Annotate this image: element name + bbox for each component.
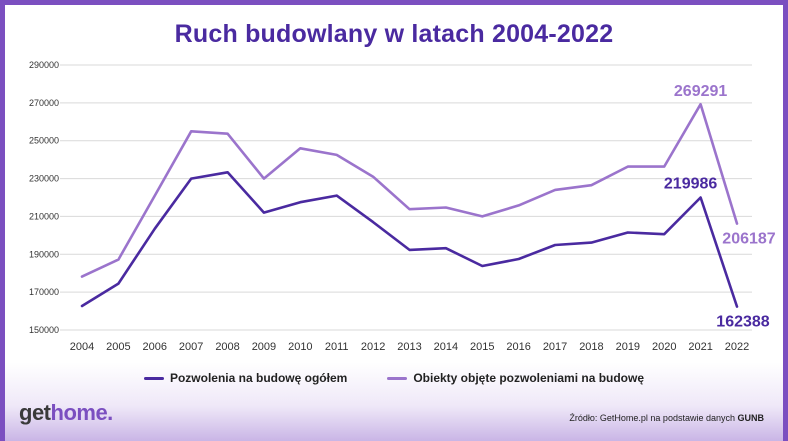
y-tick-label: 250000 bbox=[29, 136, 59, 146]
x-tick-label: 2021 bbox=[688, 341, 712, 353]
data-label: 206187 bbox=[722, 231, 775, 248]
legend-label-series-2: Obiekty objęte pozwoleniami na budowę bbox=[413, 371, 645, 385]
y-tick-label: 270000 bbox=[29, 98, 59, 108]
x-tick-label: 2010 bbox=[288, 341, 312, 353]
series-line-1 bbox=[80, 171, 739, 308]
x-tick-label: 2008 bbox=[215, 341, 239, 353]
x-tick-label: 2013 bbox=[397, 341, 421, 353]
legend-item-series-1: Pozwolenia na budowę ogółem bbox=[143, 371, 348, 385]
x-tick-label: 2020 bbox=[652, 341, 676, 353]
legend: Pozwolenia na budowę ogółem Obiekty obję… bbox=[0, 371, 788, 385]
legend-item-series-2: Obiekty objęte pozwoleniami na budowę bbox=[387, 371, 644, 385]
x-tick-label: 2004 bbox=[70, 341, 94, 353]
gethome-logo: gethome. bbox=[19, 400, 113, 426]
source-prefix: Źródło: GetHome.pl na podstawie danych bbox=[569, 413, 735, 423]
source-bold: GUNB bbox=[737, 413, 765, 423]
x-tick-label: 2016 bbox=[506, 341, 530, 353]
y-tick-label: 170000 bbox=[29, 287, 59, 297]
data-label: 219986 bbox=[664, 176, 717, 193]
series-line-2 bbox=[80, 102, 739, 278]
legend-swatch-series-2 bbox=[387, 376, 408, 380]
x-tick-label: 2019 bbox=[616, 341, 640, 353]
x-tick-label: 2017 bbox=[543, 341, 567, 353]
x-tick-label: 2009 bbox=[252, 341, 276, 353]
x-tick-label: 2022 bbox=[725, 341, 749, 353]
y-tick-label: 290000 bbox=[29, 60, 59, 70]
chart-title: Ruch budowlany w latach 2004-2022 bbox=[174, 20, 614, 48]
x-tick-label: 2006 bbox=[143, 341, 167, 353]
x-tick-label: 2015 bbox=[470, 341, 494, 353]
legend-label-series-1: Pozwolenia na budowę ogółem bbox=[169, 371, 348, 385]
y-tick-label: 190000 bbox=[29, 249, 59, 259]
logo-part-get: get bbox=[19, 400, 51, 425]
x-tick-label: 2005 bbox=[106, 341, 130, 353]
y-tick-label: 210000 bbox=[29, 211, 59, 221]
logo-part-home: home. bbox=[50, 400, 114, 425]
data-label: 269291 bbox=[674, 83, 727, 100]
legend-swatch-series-1 bbox=[143, 376, 164, 380]
x-tick-label: 2007 bbox=[179, 341, 203, 353]
x-tick-label: 2011 bbox=[325, 341, 349, 353]
x-tick-label: 2014 bbox=[434, 341, 458, 353]
y-tick-label: 150000 bbox=[29, 325, 59, 335]
x-tick-label: 2012 bbox=[361, 341, 385, 353]
x-tick-label: 2018 bbox=[579, 341, 603, 353]
data-label: 162388 bbox=[716, 314, 769, 331]
y-tick-label: 230000 bbox=[29, 174, 59, 184]
source-note: Źródło: GetHome.pl na podstawie danych G… bbox=[569, 413, 764, 423]
